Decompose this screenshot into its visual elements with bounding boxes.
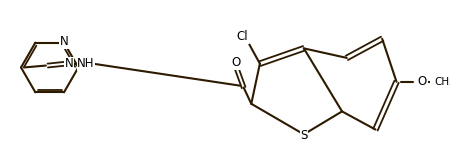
Text: O: O	[231, 56, 241, 69]
Text: N: N	[60, 35, 68, 48]
Text: CH₃: CH₃	[435, 77, 450, 87]
Text: NH: NH	[77, 57, 95, 70]
Text: N: N	[64, 57, 73, 70]
Text: S: S	[300, 129, 307, 142]
Text: Cl: Cl	[237, 30, 248, 43]
Text: O: O	[418, 75, 427, 88]
